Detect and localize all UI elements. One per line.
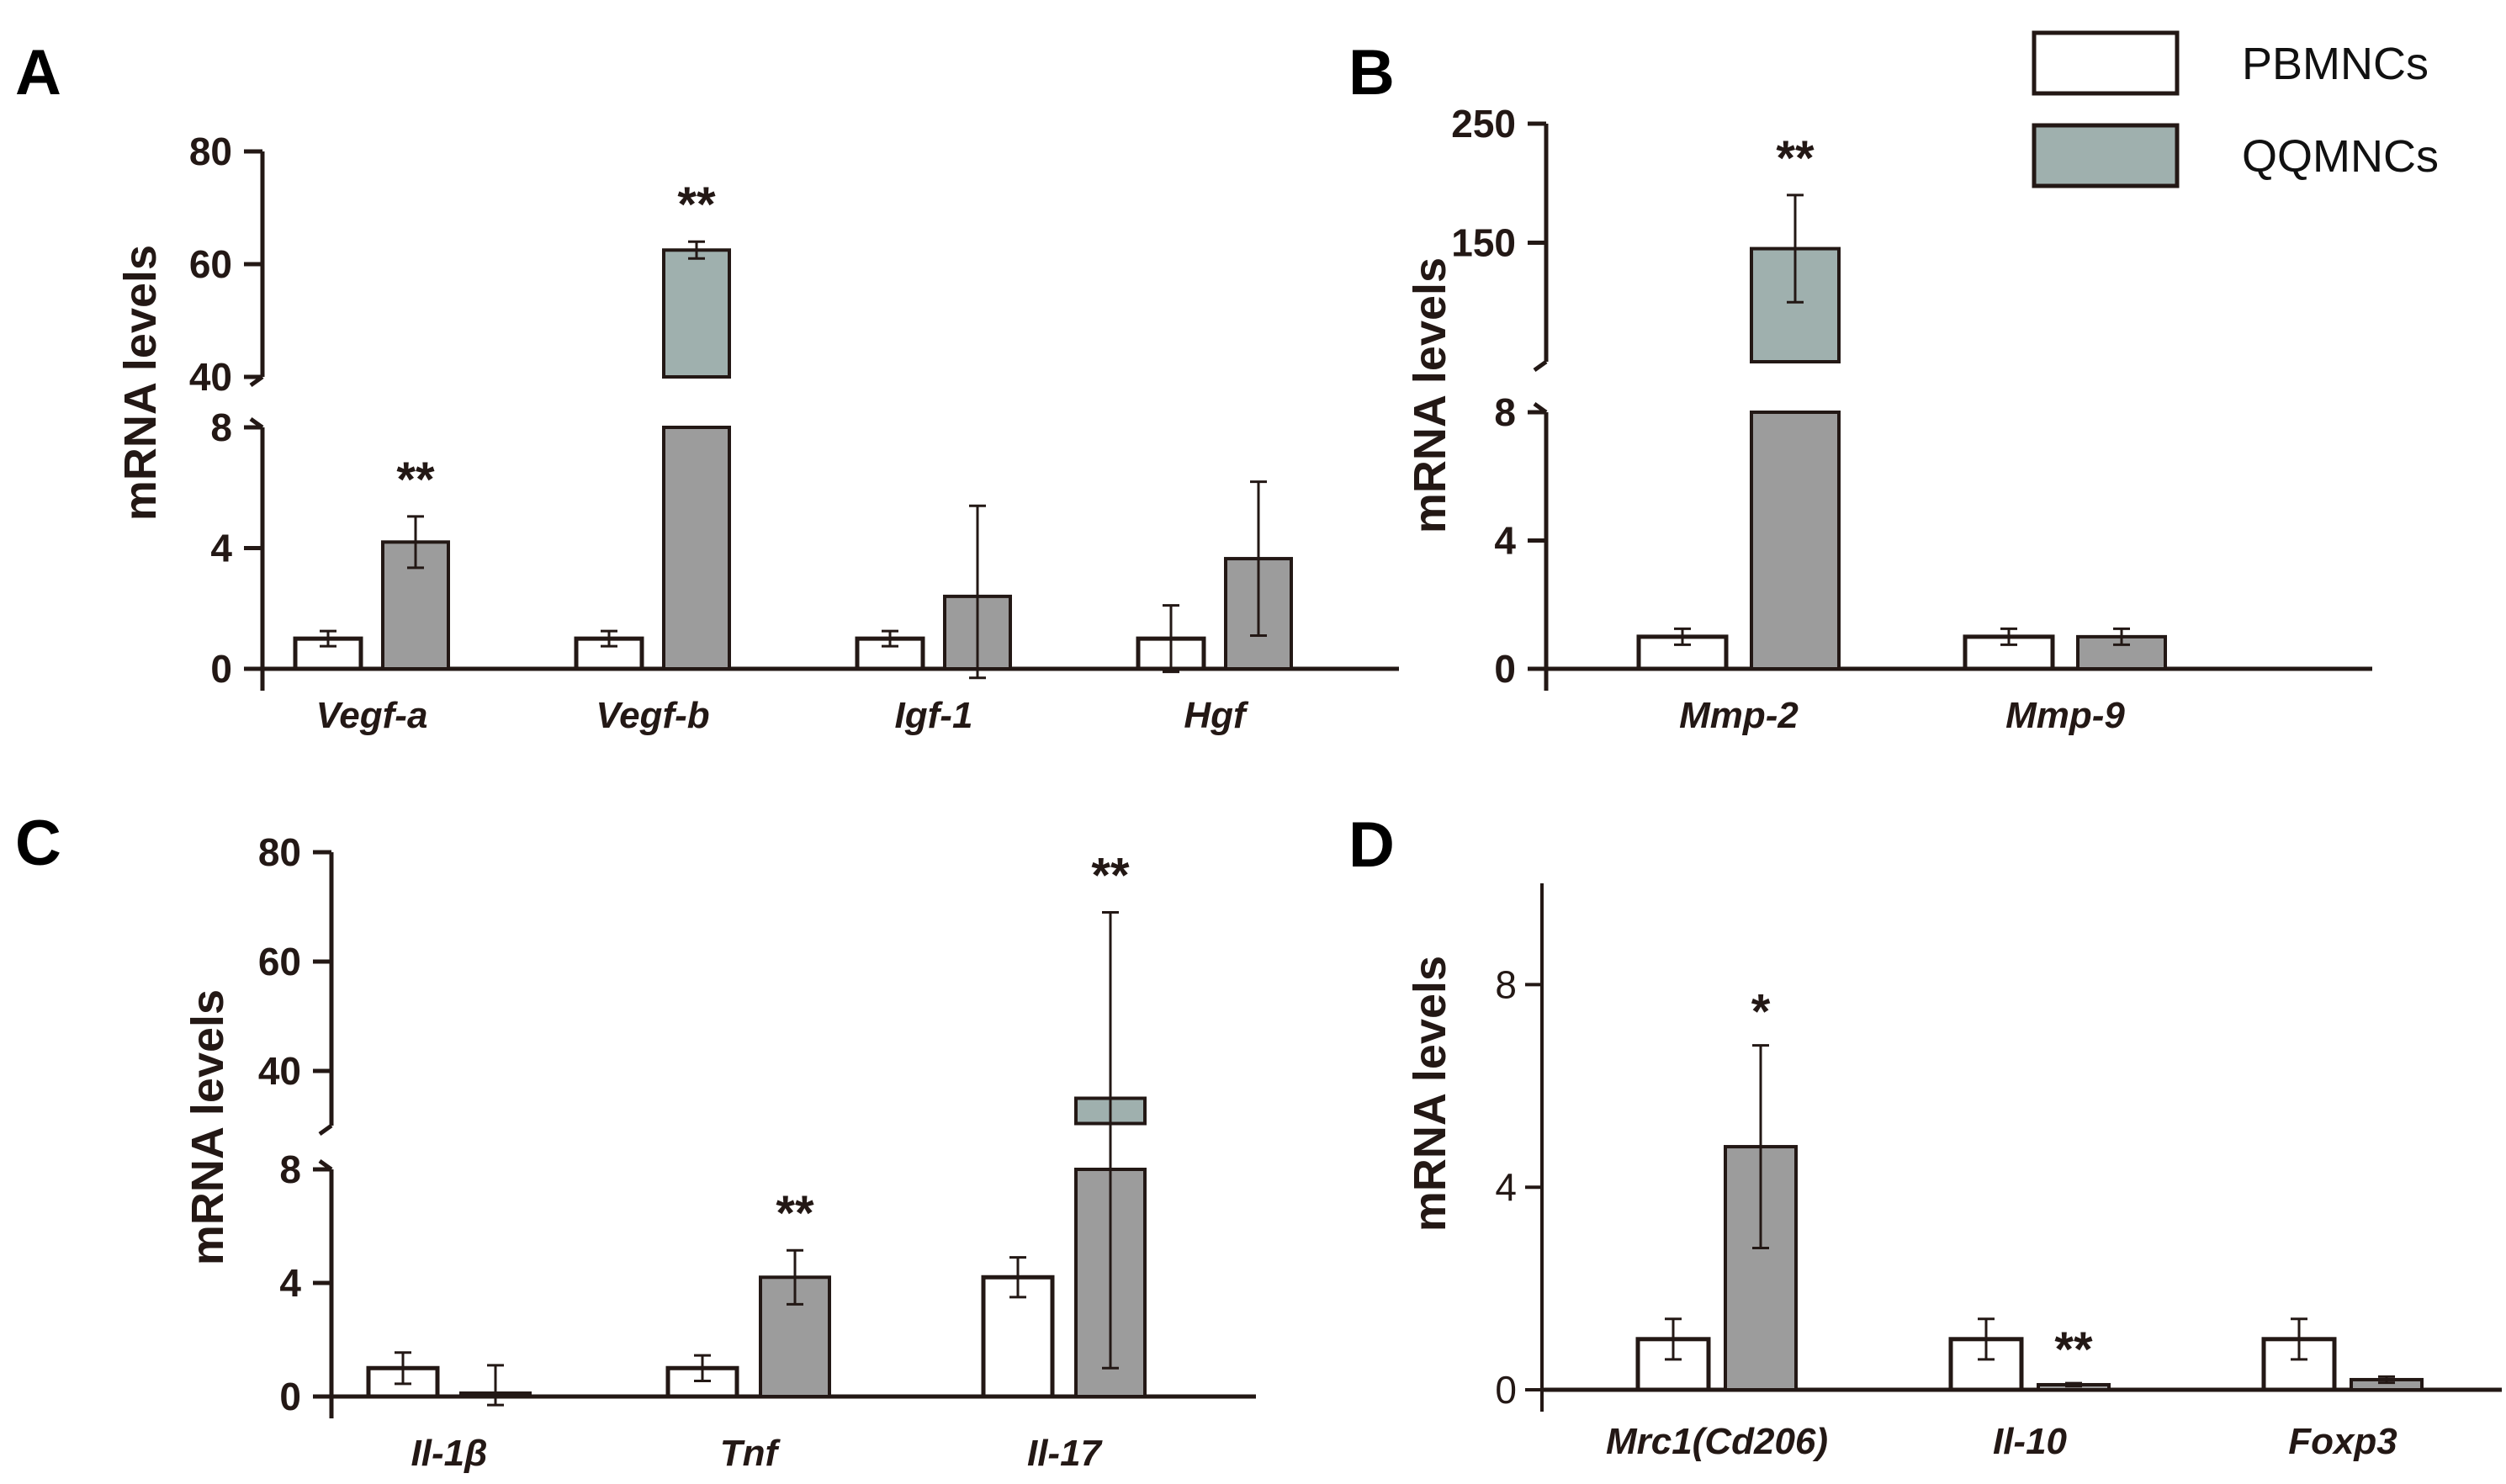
x-category-label: Il-10	[1993, 1421, 2068, 1462]
y-tick-label: 8	[1494, 390, 1516, 434]
x-category-label: Il-1β	[411, 1433, 488, 1474]
x-category-label: Mmp-2	[1679, 695, 1799, 736]
legend-swatch-pbmncs	[2032, 30, 2180, 96]
panel-b: B 0 4 8 150 250 mRNA levels Mmp-2 ** Mmp-9	[1348, 37, 2372, 736]
x-category-label: Vegf-a	[316, 695, 428, 736]
x-category-label: Mmp-9	[2005, 695, 2125, 736]
panel-c: C 0 4 8 40 60 80 mRNA levels Il-1β Tnf ** Il-17 **	[15, 808, 1256, 1474]
y-axis-label: mRNA levels	[115, 245, 166, 521]
bar-qqmnc-lower-segment	[662, 426, 731, 670]
y-axis-label: mRNA levels	[1405, 257, 1455, 533]
y-tick-label: 60	[258, 940, 301, 983]
y-tick-label: 8	[210, 405, 232, 449]
x-category-label: Il-17	[1027, 1433, 1104, 1474]
panel-a: A 0 4 8 40 60 80 mRNA levels Vegf-a ** Vegf-b ** Igf…	[15, 37, 1399, 736]
y-tick-label: 0	[210, 647, 232, 691]
y-tick-label: 40	[258, 1049, 301, 1093]
significance-marker: **	[677, 178, 716, 232]
x-category-label: Tnf	[720, 1433, 781, 1474]
x-category-label: Hgf	[1184, 695, 1249, 736]
y-tick-label: 4	[279, 1261, 301, 1305]
bar-qqmnc-lower-segment	[1750, 411, 1841, 670]
axis-break-mark	[318, 1123, 333, 1137]
y-axis-label: mRNA levels	[1405, 956, 1455, 1232]
y-tick-label: 4	[1495, 1165, 1517, 1209]
y-tick-label: 4	[210, 527, 232, 570]
legend-swatch-qqmncs	[2032, 123, 2180, 188]
x-category-label: Foxp3	[2288, 1421, 2397, 1462]
y-tick-label: 80	[189, 130, 232, 173]
significance-marker: **	[396, 453, 435, 507]
y-tick-label: 150	[1451, 221, 1516, 265]
panel-d: D 0 4 8 mRNA levels Mrc1(Cd206) * Il-10 ** Foxp3	[1348, 809, 2502, 1462]
panel-label: B	[1348, 37, 1395, 109]
y-tick-label: 40	[189, 355, 232, 399]
y-tick-label: 80	[258, 830, 301, 874]
bar-pbmnc	[981, 1275, 1055, 1399]
significance-marker: **	[776, 1186, 814, 1241]
y-axis-label: mRNA levels	[183, 989, 233, 1265]
panel-label: D	[1348, 809, 1395, 881]
y-tick-label: 0	[1495, 1368, 1517, 1412]
significance-marker: **	[1776, 131, 1815, 186]
significance-marker: *	[1751, 985, 1771, 1040]
legend-label-pbmncs: PBMNCs	[2242, 39, 2429, 89]
y-tick-label: 0	[1494, 647, 1516, 691]
axis-break-mark	[1533, 359, 1548, 373]
significance-marker: **	[2054, 1322, 2093, 1377]
y-tick-label: 0	[279, 1375, 301, 1418]
legend: PBMNCs QQMNCs	[2032, 30, 2439, 188]
panel-label: C	[15, 808, 61, 879]
significance-marker: **	[1091, 849, 1130, 904]
x-category-label: Igf-1	[895, 695, 973, 736]
y-tick-label: 250	[1451, 102, 1516, 146]
y-tick-label: 60	[189, 242, 232, 286]
bar-qqmnc-upper-segment	[662, 248, 731, 379]
y-tick-label: 4	[1494, 519, 1516, 563]
panel-label: A	[15, 37, 61, 109]
y-tick-label: 8	[279, 1147, 301, 1191]
y-tick-label: 8	[1495, 962, 1517, 1006]
legend-label-qqmncs: QQMNCs	[2242, 131, 2439, 182]
x-category-label: Vegf-b	[596, 695, 709, 736]
x-category-label: Mrc1(Cd206)	[1606, 1421, 1828, 1462]
